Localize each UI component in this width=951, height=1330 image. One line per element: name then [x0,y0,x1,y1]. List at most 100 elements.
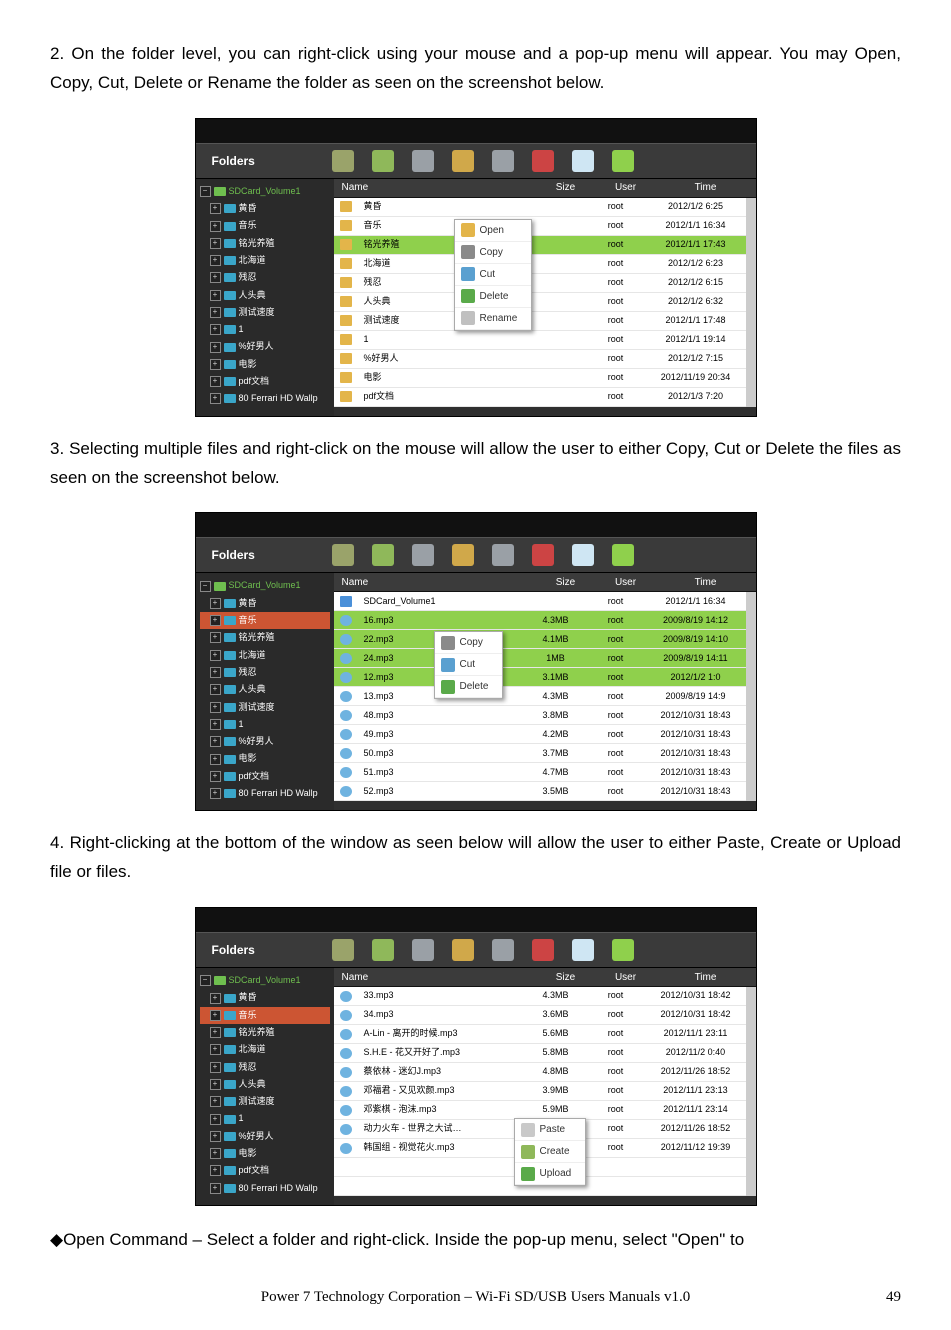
expand-icon[interactable]: + [210,1044,221,1055]
expand-icon[interactable]: + [210,255,221,266]
tree-item[interactable]: +北海道 [200,1041,330,1058]
tree-item[interactable]: +电影 [200,1145,330,1162]
expand-icon[interactable]: + [210,1096,221,1107]
expand-icon[interactable]: + [210,1010,221,1021]
tree-item[interactable]: +1 [200,1110,330,1127]
expand-icon[interactable]: + [210,342,221,353]
context-menu-item[interactable]: Copy [435,632,503,654]
expand-icon[interactable]: + [210,1062,221,1073]
expand-icon[interactable]: + [210,324,221,335]
expand-icon[interactable]: + [210,307,221,318]
tree-item[interactable]: +北海道 [200,252,330,269]
expand-icon[interactable]: + [210,1079,221,1090]
expand-icon[interactable]: + [210,272,221,283]
tree-item[interactable]: +%好男人 [200,1128,330,1145]
file-row[interactable]: 邓福君 - 又见欢颜.mp33.9MBroot2012/11/1 23:13 [334,1082,746,1101]
expand-icon[interactable]: + [210,719,221,730]
expand-icon[interactable]: + [210,203,221,214]
expand-icon[interactable]: + [210,788,221,799]
file-row[interactable]: 电影root2012/11/19 20:34 [334,369,746,388]
file-row[interactable]: 34.mp33.6MBroot2012/10/31 18:42 [334,1006,746,1025]
tree-root[interactable]: −SDCard_Volume1 [200,183,330,200]
collapse-icon[interactable]: − [200,581,211,592]
expand-icon[interactable]: + [210,393,221,404]
expand-icon[interactable]: + [210,736,221,747]
toolbar-icon-7[interactable] [612,150,634,172]
file-row[interactable]: 13.mp34.3MBroot2009/8/19 14:9 [334,687,746,706]
expand-icon[interactable]: + [210,650,221,661]
context-menu-item[interactable]: Delete [435,676,503,698]
tree-item[interactable]: +音乐 [200,1007,330,1024]
file-row[interactable]: 33.mp34.3MBroot2012/10/31 18:42 [334,987,746,1006]
expand-icon[interactable]: + [210,238,221,249]
expand-icon[interactable]: + [210,632,221,643]
toolbar-icon-2[interactable] [412,544,434,566]
toolbar-icon-1[interactable] [372,544,394,566]
expand-icon[interactable]: + [210,359,221,370]
tree-item[interactable]: +%好男人 [200,338,330,355]
toolbar-icon-4[interactable] [492,939,514,961]
tree-root[interactable]: −SDCard_Volume1 [200,972,330,989]
tree-item[interactable]: +铭光养殖 [200,1024,330,1041]
tree-item[interactable]: +1 [200,321,330,338]
expand-icon[interactable]: + [210,1027,221,1038]
toolbar-icon-4[interactable] [492,150,514,172]
tree-item[interactable]: +80 Ferrari HD Wallp [200,1180,330,1197]
tree-item[interactable]: +音乐 [200,612,330,629]
expand-icon[interactable]: + [210,667,221,678]
toolbar-icon-3[interactable] [452,150,474,172]
file-row[interactable]: 52.mp33.5MBroot2012/10/31 18:43 [334,782,746,801]
context-menu-item[interactable]: Delete [455,286,532,308]
toolbar-icon-2[interactable] [412,150,434,172]
tree-item[interactable]: +电影 [200,356,330,373]
toolbar-icon-1[interactable] [372,150,394,172]
tree-item[interactable]: +人头典 [200,287,330,304]
tree-item[interactable]: +测试速度 [200,1093,330,1110]
context-menu-item[interactable]: Create [515,1141,586,1163]
context-menu-item[interactable]: Copy [455,242,532,264]
expand-icon[interactable]: + [210,684,221,695]
tree-item[interactable]: +铭光养殖 [200,629,330,646]
tree-item[interactable]: +残忍 [200,1059,330,1076]
expand-icon[interactable]: + [210,376,221,387]
expand-icon[interactable]: + [210,771,221,782]
tree-item[interactable]: +测试速度 [200,699,330,716]
context-menu-item[interactable]: Rename [455,308,532,330]
tree-item[interactable]: +残忍 [200,664,330,681]
file-row[interactable]: 人头典root2012/1/2 6:32 [334,293,746,312]
tree-item[interactable]: +人头典 [200,1076,330,1093]
context-menu-item[interactable]: Paste [515,1119,586,1141]
toolbar-icon-4[interactable] [492,544,514,566]
file-row[interactable]: SDCard_Volume1root2012/1/1 16:34 [334,592,746,611]
toolbar-icon-7[interactable] [612,939,634,961]
toolbar-icon-0[interactable] [332,544,354,566]
expand-icon[interactable]: + [210,1131,221,1142]
toolbar-icon-6[interactable] [572,150,594,172]
toolbar-icon-7[interactable] [612,544,634,566]
toolbar-icon-0[interactable] [332,939,354,961]
tree-item[interactable]: +北海道 [200,647,330,664]
expand-icon[interactable]: + [210,1114,221,1125]
tree-item[interactable]: +黄昏 [200,989,330,1006]
file-row[interactable]: pdf文档root2012/1/3 7:20 [334,388,746,407]
file-row[interactable]: 音乐root2012/1/1 16:34 [334,217,746,236]
context-menu-item[interactable]: Cut [435,654,503,676]
expand-icon[interactable]: + [210,598,221,609]
file-row[interactable]: 22.mp34.1MBroot2009/8/19 14:10 [334,630,746,649]
file-row[interactable]: 蔡依林 - 迷幻J.mp34.8MBroot2012/11/26 18:52 [334,1063,746,1082]
toolbar-icon-6[interactable] [572,939,594,961]
tree-item[interactable]: +pdf文档 [200,1162,330,1179]
file-row[interactable]: 16.mp34.3MBroot2009/8/19 14:12 [334,611,746,630]
collapse-icon[interactable]: − [200,186,211,197]
toolbar-icon-1[interactable] [372,939,394,961]
tree-item[interactable]: +人头典 [200,681,330,698]
context-menu-item[interactable]: Open [455,220,532,242]
tree-item[interactable]: +残忍 [200,269,330,286]
toolbar-icon-5[interactable] [532,544,554,566]
tree-root[interactable]: −SDCard_Volume1 [200,577,330,594]
expand-icon[interactable]: + [210,221,221,232]
expand-icon[interactable]: + [210,754,221,765]
expand-icon[interactable]: + [210,1183,221,1194]
context-menu-item[interactable]: Cut [455,264,532,286]
file-row[interactable]: 黄昏root2012/1/2 6:25 [334,198,746,217]
